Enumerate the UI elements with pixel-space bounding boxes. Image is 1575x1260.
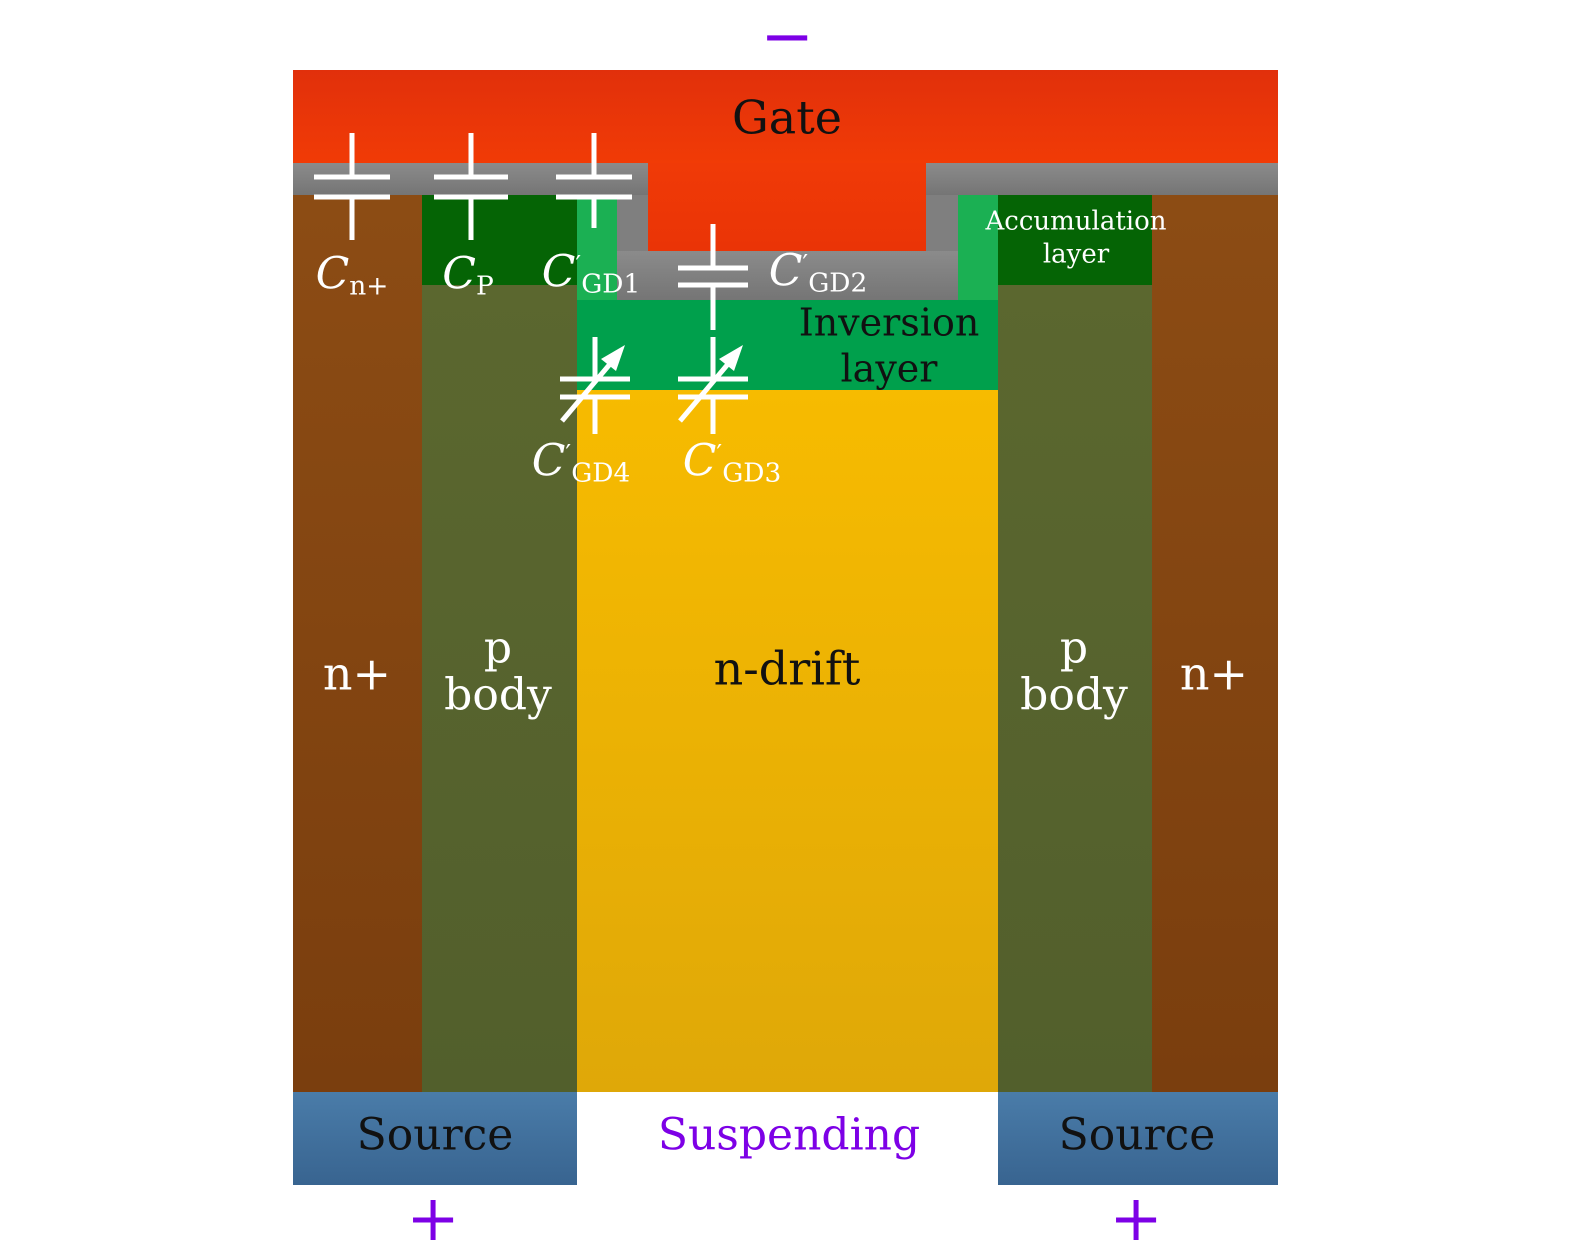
c-gd1-prime: ′ — [575, 250, 582, 281]
trench-oxide-left — [617, 195, 648, 252]
n-drift-region — [577, 390, 998, 1092]
capacitor-label-c-p: CP — [442, 248, 494, 302]
accumulation-layer-region — [998, 195, 1152, 285]
p-body-right-label-line2: body — [1020, 669, 1128, 720]
p-body-region-left — [422, 285, 577, 1092]
c-nplus-sub: n+ — [349, 270, 389, 302]
source-right-label: Source — [1058, 1109, 1216, 1161]
inversion-layer-region — [577, 300, 998, 390]
c-nplus-base: C — [315, 248, 350, 300]
p-plus-contact-box-left — [422, 195, 577, 285]
p-body-right-label: p body — [1020, 625, 1128, 718]
trench-gate-region — [648, 162, 926, 251]
source-right-plus-terminal: + — [1109, 1182, 1163, 1257]
c-gd1-sub: GD1 — [581, 268, 641, 300]
c-gd4-base: C — [531, 435, 566, 487]
c-gd4-prime: ′ — [565, 439, 572, 470]
p-body-right-label-line1: p — [1059, 622, 1089, 674]
inversion-layer-label-line2: layer — [840, 347, 938, 391]
c-p-sub: P — [475, 270, 494, 302]
accumulation-layer-label-line1: Accumulation — [985, 206, 1167, 237]
c-gd3-sub: GD3 — [722, 457, 782, 489]
accumulation-layer-label-line2: layer — [1042, 239, 1110, 269]
n-plus-left-label: n+ — [322, 646, 392, 701]
c-gd2-sub: GD2 — [808, 267, 868, 299]
channel-strip-left — [577, 195, 617, 300]
c-gd4-sub: GD4 — [571, 457, 631, 489]
c-gd2-base: C — [768, 245, 803, 297]
n-plus-region-left — [293, 195, 422, 1092]
inversion-layer-label-line1: Inversion — [798, 300, 980, 345]
suspending-label: Suspending — [657, 1109, 921, 1161]
p-body-region-right — [998, 285, 1152, 1092]
source-left-label: Source — [356, 1109, 514, 1161]
n-drift-label: n-drift — [713, 641, 861, 696]
p-body-left-label: p body — [444, 625, 552, 718]
c-gd3-prime: ′ — [716, 439, 723, 470]
gate-minus-terminal: − — [760, 0, 814, 75]
capacitor-label-c-nplus: Cn+ — [315, 248, 389, 302]
c-gd1-base: C — [541, 246, 576, 298]
inversion-layer-label: Inversion layer — [799, 300, 980, 393]
n-plus-right-label: n+ — [1179, 646, 1249, 701]
capacitor-label-c-gd4: C′GD4 — [531, 435, 631, 489]
c-gd3-base: C — [682, 435, 717, 487]
p-body-left-label-line1: p — [483, 622, 513, 674]
trench-oxide-right — [926, 195, 958, 252]
capacitor-label-c-gd1: C′GD1 — [541, 246, 641, 300]
source-contact-right — [998, 1092, 1278, 1185]
source-contact-left — [293, 1092, 577, 1185]
source-left-plus-terminal: + — [406, 1182, 460, 1257]
gate-electrode — [293, 70, 1278, 163]
n-plus-region-right — [1152, 195, 1278, 1092]
p-body-left-label-line2: body — [444, 669, 552, 720]
capacitor-label-c-gd3: C′GD3 — [682, 435, 782, 489]
c-p-base: C — [442, 248, 476, 300]
capacitor-label-c-gd2: C′GD2 — [768, 245, 868, 299]
gate-label: Gate — [732, 90, 842, 145]
c-gd2-prime: ′ — [802, 249, 809, 280]
accumulation-layer-label: Accumulation layer — [985, 206, 1166, 271]
channel-strip-right — [958, 195, 998, 300]
trench-oxide-bottom — [617, 251, 958, 300]
